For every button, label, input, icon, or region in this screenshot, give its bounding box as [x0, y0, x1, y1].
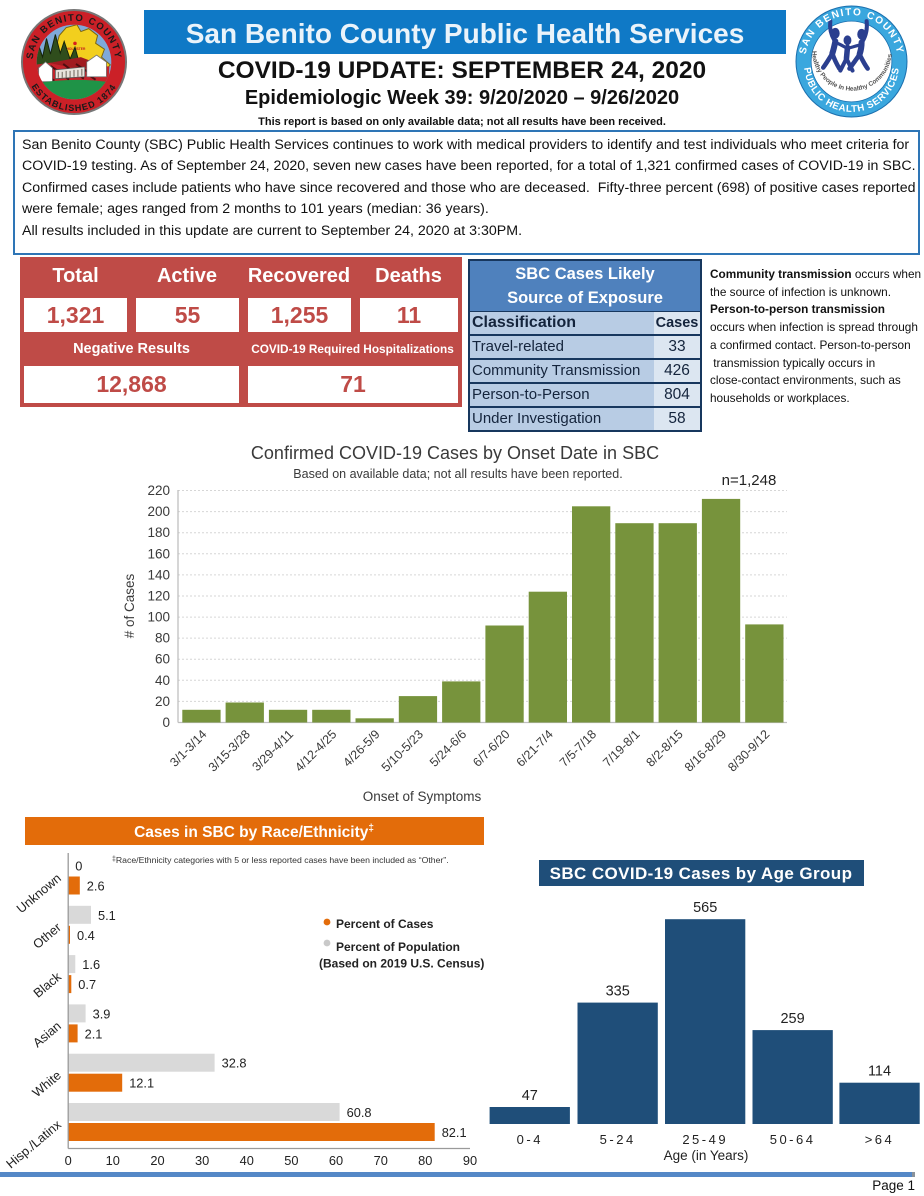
- svg-text:50-64: 50-64: [770, 1132, 816, 1147]
- svg-text:0: 0: [75, 859, 82, 874]
- svg-text:Onset of Symptoms: Onset of Symptoms: [363, 789, 482, 804]
- svg-text:80: 80: [155, 631, 170, 646]
- svg-text:40: 40: [240, 1153, 254, 1168]
- svg-text:White: White: [29, 1068, 64, 1101]
- svg-text:4/26-5/9: 4/26-5/9: [340, 727, 382, 769]
- svg-text:335: 335: [606, 984, 630, 1000]
- svg-text:70: 70: [374, 1153, 388, 1168]
- svg-text:# of Cases: # of Cases: [122, 573, 137, 638]
- svg-text:5/24-6/6: 5/24-6/6: [427, 727, 469, 769]
- svg-text:5-24: 5-24: [600, 1132, 636, 1147]
- svg-text:0: 0: [65, 1153, 72, 1168]
- svg-text:12.1: 12.1: [129, 1076, 154, 1091]
- svg-text:200: 200: [147, 504, 170, 519]
- svg-text:80: 80: [418, 1153, 432, 1168]
- svg-text:5/10-5/23: 5/10-5/23: [379, 727, 426, 774]
- svg-text:Other: Other: [30, 919, 65, 952]
- svg-text:25-49: 25-49: [682, 1132, 728, 1147]
- svg-text:6/21-7/4: 6/21-7/4: [514, 727, 556, 769]
- svg-text:114: 114: [868, 1064, 891, 1080]
- svg-text:1.6: 1.6: [82, 957, 100, 972]
- svg-text:(Based on 2019 U.S. Census): (Based on 2019 U.S. Census): [319, 957, 484, 971]
- svg-text:40: 40: [155, 673, 170, 688]
- svg-text:Percent of Cases: Percent of Cases: [336, 917, 434, 931]
- svg-text:220: 220: [147, 483, 170, 498]
- svg-text:7/5-7/18: 7/5-7/18: [557, 727, 599, 769]
- svg-text:n=1,248: n=1,248: [722, 472, 777, 489]
- svg-text:30: 30: [195, 1153, 209, 1168]
- svg-text:Confirmed COVID-19 Cases by On: Confirmed COVID-19 Cases by Onset Date i…: [251, 443, 659, 463]
- svg-text:20: 20: [150, 1153, 164, 1168]
- svg-text:‡Race/Ethnicity categories wit: ‡Race/Ethnicity categories with 5 or les…: [112, 855, 449, 865]
- svg-text:82.1: 82.1: [442, 1125, 467, 1140]
- svg-text:565: 565: [693, 900, 717, 916]
- svg-text:0: 0: [162, 715, 170, 730]
- svg-text:6/7-6/20: 6/7-6/20: [470, 727, 512, 769]
- svg-text:8/16-8/29: 8/16-8/29: [682, 727, 729, 774]
- svg-text:32.8: 32.8: [222, 1056, 247, 1071]
- svg-text:100: 100: [147, 610, 170, 625]
- svg-text:0.4: 0.4: [77, 928, 95, 943]
- svg-text:10: 10: [106, 1153, 120, 1168]
- svg-text:60.8: 60.8: [347, 1105, 372, 1120]
- svg-text:2.1: 2.1: [85, 1026, 103, 1041]
- svg-text:Percent of Population: Percent of Population: [336, 940, 460, 954]
- svg-text:3/15-3/28: 3/15-3/28: [206, 727, 253, 774]
- svg-text:0.7: 0.7: [78, 977, 96, 992]
- svg-text:140: 140: [147, 567, 170, 582]
- svg-text:4/12-4/25: 4/12-4/25: [292, 727, 339, 774]
- svg-text:Cases in SBC by Race/Ethnicity: Cases in SBC by Race/Ethnicity‡: [134, 823, 374, 841]
- svg-text:3/29-4/11: 3/29-4/11: [250, 727, 297, 774]
- svg-text:8/2-8/15: 8/2-8/15: [643, 727, 685, 769]
- svg-text:60: 60: [155, 652, 170, 667]
- svg-text:259: 259: [780, 1011, 804, 1027]
- svg-text:8/30-9/12: 8/30-9/12: [725, 727, 772, 774]
- svg-text:180: 180: [147, 525, 170, 540]
- svg-text:60: 60: [329, 1153, 343, 1168]
- svg-text:0-4: 0-4: [517, 1132, 543, 1147]
- svg-text:3/1-3/14: 3/1-3/14: [167, 727, 209, 769]
- svg-text:90: 90: [463, 1153, 477, 1168]
- svg-text:2.6: 2.6: [87, 879, 105, 894]
- svg-text:20: 20: [155, 694, 170, 709]
- svg-text:120: 120: [147, 589, 170, 604]
- svg-text:160: 160: [147, 546, 170, 561]
- svg-text:Based on available data; not a: Based on available data; not all results…: [293, 467, 622, 481]
- svg-text:Asian: Asian: [30, 1018, 64, 1050]
- svg-text:5.1: 5.1: [98, 908, 116, 923]
- svg-text:3.9: 3.9: [93, 1006, 111, 1021]
- svg-text:7/19-8/1: 7/19-8/1: [600, 727, 642, 769]
- svg-text:Hisp./Latinx: Hisp./Latinx: [3, 1116, 64, 1171]
- svg-text:Age (in Years): Age (in Years): [664, 1148, 749, 1163]
- svg-text:Black: Black: [30, 969, 64, 1001]
- svg-text:>64: >64: [865, 1132, 895, 1147]
- svg-text:50: 50: [284, 1153, 298, 1168]
- svg-text:Unknown: Unknown: [13, 870, 64, 916]
- svg-text:SBC COVID-19 Cases by Age Grou: SBC COVID-19 Cases by Age Group: [550, 864, 853, 883]
- svg-text:47: 47: [522, 1088, 538, 1104]
- svg-text:HOLLISTER: HOLLISTER: [67, 47, 86, 51]
